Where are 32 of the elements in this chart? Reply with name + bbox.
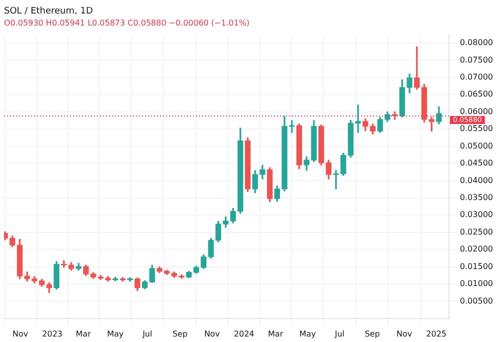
y-tick-label: 0.03500	[460, 192, 494, 202]
y-tick-label: 0.02500	[460, 227, 494, 236]
x-tick-label: May	[299, 329, 316, 338]
y-tick-label: 0.06000	[460, 106, 494, 116]
y-tick-label: 0.07000	[460, 72, 494, 82]
x-tick-label: 2025	[426, 329, 446, 338]
y-tick-label: 0.00500	[460, 296, 494, 306]
x-tick-label: Jul	[334, 329, 344, 338]
x-tick-label: Nov	[204, 329, 220, 338]
y-tick-label: 0.07500	[460, 55, 494, 64]
x-tick-label: May	[107, 329, 124, 338]
y-tick-label: 0.05000	[460, 141, 494, 150]
x-tick-label: 2023	[42, 329, 63, 338]
x-tick-label: Nov	[12, 329, 28, 338]
y-tick-label: 0.01500	[460, 262, 494, 271]
chart-subtitle: O0.05930 H0.05941 L0.05873 C0.05880 −0.00060 (−1.01%)	[4, 18, 250, 28]
x-tick-label: 2024	[234, 329, 254, 338]
x-tick-label: Sep	[172, 329, 188, 338]
y-tick-label: 0.04000	[460, 176, 494, 185]
y-tick-label: 0.08000	[460, 38, 494, 48]
x-tick-label: Mar	[268, 329, 284, 338]
y-tick-label: 0.01000	[460, 279, 494, 288]
y-tick-label: 0.03000	[460, 210, 494, 220]
x-tick-label: Jul	[142, 329, 152, 338]
x-tick-label: Nov	[396, 329, 412, 338]
chart-title: SOL / Ethereum, 1D	[4, 6, 93, 17]
y-tick-label: 0.05500	[460, 124, 494, 134]
y-tick-label: 0.06500	[460, 90, 494, 99]
y-tick-label: 0.04500	[460, 158, 494, 168]
y-tick-label: 0.02000	[460, 244, 494, 254]
x-tick-label: Sep	[364, 329, 380, 338]
x-tick-label: Mar	[76, 329, 92, 338]
